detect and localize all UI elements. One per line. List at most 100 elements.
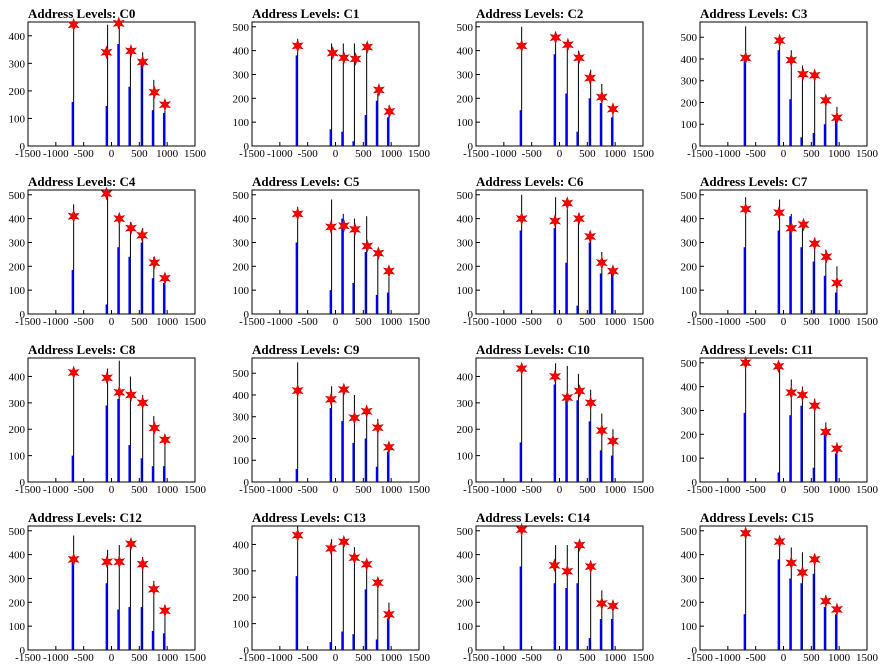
- chart-svg: 0 100 200 300 400 500 -1500 -1000 -500 0 500 1000 15…: [9, 186, 207, 328]
- y-tick-label: 0: [244, 309, 250, 321]
- x-tick-label: 1000: [828, 148, 851, 160]
- y-tick-label: 0: [692, 141, 698, 153]
- x-tick-label: 1000: [828, 484, 851, 496]
- x-tick-label: -500: [298, 316, 319, 328]
- peak-marker: [739, 202, 752, 216]
- y-tick-label: 300: [9, 398, 26, 410]
- peak-marker: [147, 582, 160, 597]
- chart-panel: 0 100 200 300 400 500 -1500 -1000 -500 0 500 1000 15…: [224, 336, 448, 504]
- x-tick-label: -1000: [43, 652, 69, 664]
- y-tick-label: 200: [9, 424, 26, 436]
- chart-panel: 0 100 200 300 400 500 -1500 -1000 -500 0 500 1000 15…: [224, 0, 448, 168]
- peak-marker: [361, 239, 374, 253]
- y-tick-label: 500: [457, 526, 474, 538]
- peak-marker: [773, 205, 786, 220]
- x-tick-label: 1000: [156, 316, 179, 328]
- plot-frame: [475, 525, 644, 651]
- x-tick-label: 500: [579, 484, 596, 496]
- peak-marker: [819, 425, 832, 439]
- x-tick-label: -500: [522, 484, 543, 496]
- peak-marker: [382, 607, 395, 622]
- x-tick-label: -1000: [715, 652, 741, 664]
- peak-marker: [561, 564, 574, 579]
- plot-frame: [699, 21, 868, 147]
- y-tick-label: 100: [233, 619, 250, 631]
- peak-marker: [796, 388, 809, 402]
- peak-marker: [830, 441, 843, 456]
- peak-marker: [372, 246, 385, 261]
- y-tick-label: 300: [681, 573, 698, 585]
- x-tick-label: -1500: [15, 148, 41, 160]
- peak-marker: [808, 236, 821, 251]
- chart-title: Address Levels: C9: [252, 342, 360, 357]
- peak-marker: [325, 220, 338, 234]
- x-tick-label: -1500: [687, 652, 713, 664]
- chart-svg: 0 100 200 300 400 500 -1500 -1000 -500 0 500 1000 15…: [681, 355, 879, 496]
- peak-marker: [573, 384, 586, 398]
- peak-marker: [113, 385, 126, 400]
- peak-marker: [772, 359, 785, 374]
- x-tick-label: 500: [803, 652, 820, 664]
- x-tick-label: 500: [579, 148, 596, 160]
- x-tick-label: 1500: [632, 316, 655, 328]
- y-tick-label: 500: [233, 368, 250, 380]
- peak-marker: [796, 67, 809, 82]
- y-tick-label: 400: [9, 214, 26, 226]
- x-tick-label: 1500: [184, 652, 207, 664]
- x-tick-label: 0: [109, 148, 115, 160]
- chart-svg: 0 100 200 300 400 500 -1500 -1000 -500 0 500 1000 15…: [233, 21, 431, 160]
- peak-marker: [291, 38, 304, 53]
- peak-marker: [372, 83, 385, 97]
- x-tick-label: 500: [131, 148, 148, 160]
- chart-svg: 0 100 200 300 400 -1500 -1000 -500 0 500 1000 1500: [233, 525, 431, 664]
- peak-marker: [595, 90, 608, 105]
- x-tick-label: -1500: [15, 316, 41, 328]
- peak-marker: [360, 557, 373, 572]
- x-tick-label: -500: [74, 148, 95, 160]
- peak-marker: [773, 33, 786, 48]
- x-tick-label: -500: [746, 652, 767, 664]
- y-tick-label: 200: [681, 261, 698, 273]
- peak-marker: [584, 71, 597, 85]
- x-tick-label: 500: [803, 316, 820, 328]
- x-tick-label: -500: [74, 316, 95, 328]
- y-tick-label: 100: [681, 621, 698, 633]
- chart-title: Address Levels: C7: [700, 174, 808, 189]
- peak-marker: [148, 420, 161, 435]
- y-tick-label: 500: [9, 190, 26, 202]
- x-tick-label: 1000: [828, 316, 851, 328]
- peak-marker: [739, 526, 752, 541]
- chart-panel: 0 100 200 300 400 500 -1500 -1000 -500 0 500 1000 15…: [672, 0, 896, 168]
- y-tick-label: 0: [20, 141, 26, 153]
- peak-marker: [584, 559, 597, 574]
- x-tick-label: -500: [74, 484, 95, 496]
- peak-marker: [325, 392, 338, 407]
- chart-svg: 0 100 200 300 400 500 -1500 -1000 -500 0 500 1000 15…: [681, 525, 879, 664]
- y-tick-label: 0: [20, 477, 26, 489]
- x-tick-label: 0: [333, 316, 339, 328]
- x-tick-label: -1500: [687, 316, 713, 328]
- x-tick-label: -1000: [715, 148, 741, 160]
- peak-marker: [606, 102, 619, 116]
- peak-marker: [797, 217, 810, 232]
- x-tick-label: -1000: [267, 652, 293, 664]
- y-tick-label: 300: [681, 405, 698, 417]
- peak-marker: [561, 37, 574, 52]
- x-tick-label: 0: [557, 652, 563, 664]
- y-tick-label: 500: [681, 526, 698, 538]
- y-tick-label: 300: [233, 412, 250, 424]
- x-tick-label: 1000: [156, 148, 179, 160]
- chart-panel: 0 100 200 300 400 500 -1500 -1000 -500 0 500 1000 15…: [672, 336, 896, 504]
- chart-panel: 0 100 200 300 400 500 -1500 -1000 -500 0 500 1000 15…: [448, 504, 672, 672]
- y-tick-label: 500: [681, 32, 698, 44]
- y-tick-label: 400: [233, 46, 250, 58]
- chart-panel: 0 100 200 300 400 -1500 -1000 -500 0 500 1000 1500 A…: [448, 336, 672, 504]
- peak-marker: [830, 602, 843, 617]
- x-tick-label: 500: [355, 148, 372, 160]
- y-tick-label: 400: [681, 214, 698, 226]
- peak-marker: [101, 370, 114, 385]
- y-tick-label: 300: [457, 398, 474, 410]
- y-tick-label: 400: [457, 46, 474, 58]
- x-tick-label: 500: [355, 652, 372, 664]
